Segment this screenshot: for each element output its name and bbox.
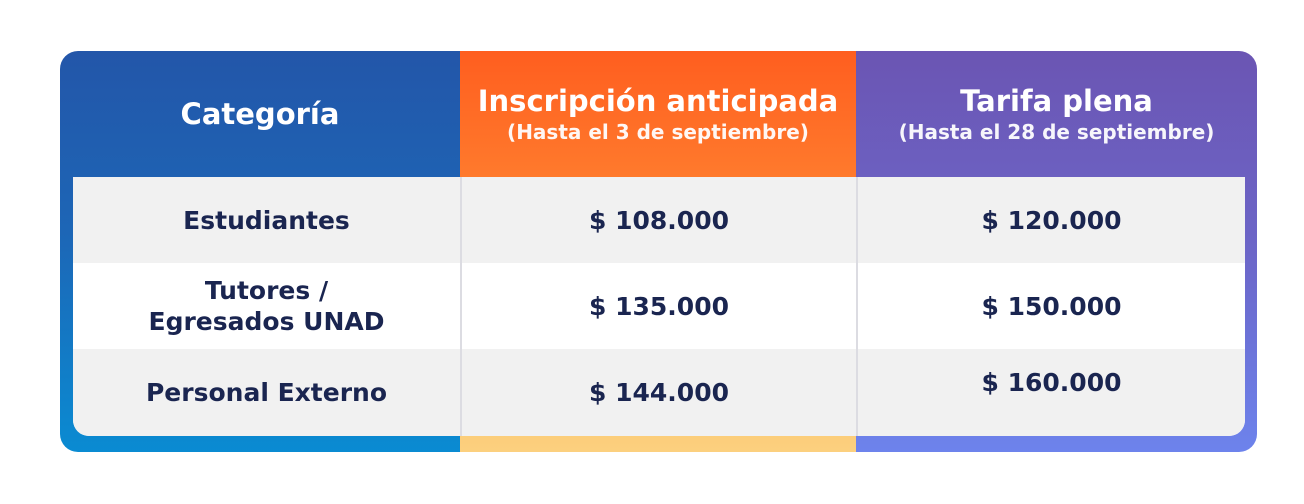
table-row: Tutores / Egresados UNAD $ 135.000 $ 150… (73, 263, 1245, 349)
full-fee-title: Tarifa plena (960, 84, 1153, 118)
early-registration-title: Inscripción anticipada (477, 84, 839, 118)
category-header: Categoría (60, 51, 460, 177)
early-registration-deadline: (Hasta el 3 de septiembre) (507, 120, 809, 144)
row-full-price: $ 120.000 (856, 177, 1245, 263)
row-early-price: $ 135.000 (460, 263, 856, 349)
table-body: Estudiantes $ 108.000 $ 120.000 Tutores … (73, 177, 1245, 436)
early-registration-header: Inscripción anticipada (Hasta el 3 de se… (460, 51, 856, 177)
pricing-table: Categoría Inscripción anticipada (Hasta … (60, 51, 1257, 452)
row-category: Personal Externo (145, 378, 387, 407)
row-category: Tutores / Egresados UNAD (148, 276, 385, 336)
category-header-title: Categoría (180, 97, 340, 131)
row-full-price: $ 160.000 (856, 349, 1245, 436)
row-early-price: $ 108.000 (460, 177, 856, 263)
table-row: Estudiantes $ 108.000 $ 120.000 (73, 177, 1245, 263)
full-fee-deadline: (Hasta el 28 de septiembre) (898, 120, 1215, 144)
row-full-price: $ 150.000 (856, 263, 1245, 349)
row-early-price: $ 144.000 (460, 349, 856, 436)
row-category: Estudiantes (183, 205, 350, 235)
full-fee-header: Tarifa plena (Hasta el 28 de septiembre) (856, 51, 1257, 177)
table-row: Personal Externo $ 144.000 $ 160.000 (73, 349, 1245, 436)
